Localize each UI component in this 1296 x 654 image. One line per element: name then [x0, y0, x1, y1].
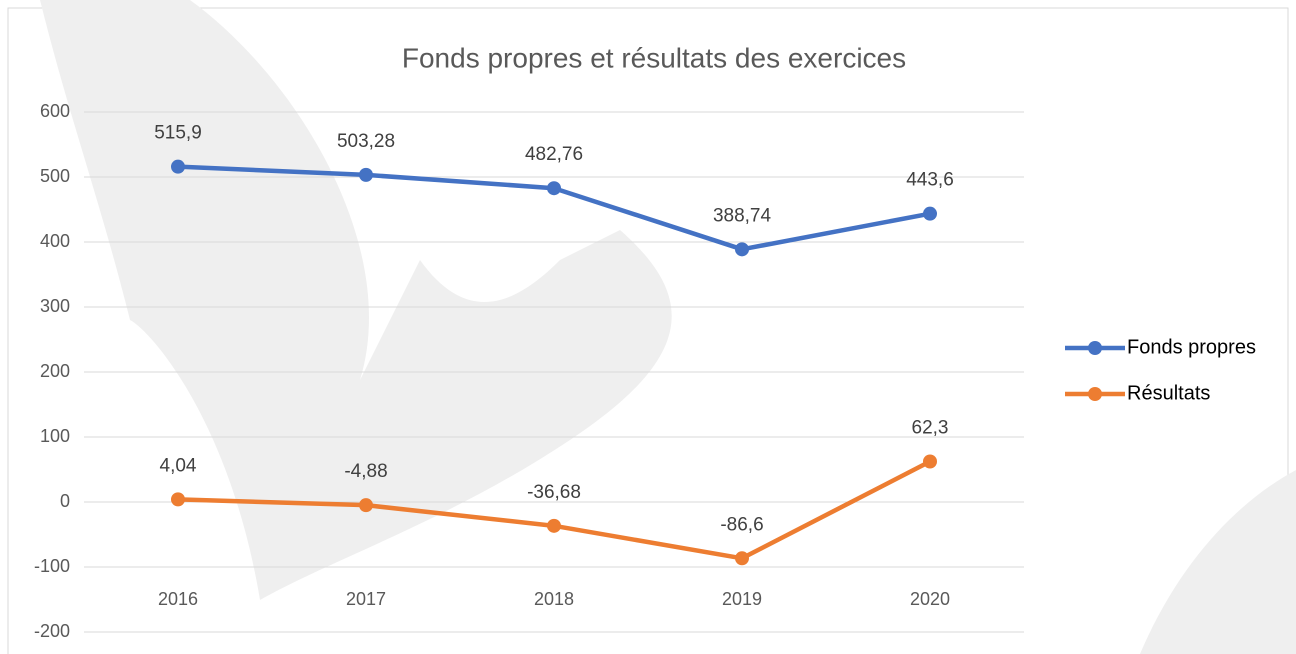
y-tick-label: 500: [40, 166, 70, 186]
data-label: 482,76: [525, 144, 583, 165]
y-tick-label: 100: [40, 426, 70, 446]
data-label: 4,04: [160, 455, 197, 476]
y-tick-label: 600: [40, 101, 70, 121]
x-tick-label: 2017: [346, 589, 386, 609]
x-tick-label: 2020: [910, 589, 950, 609]
data-point: [171, 160, 185, 174]
chart-title: Fonds propres et résultats des exercices: [402, 42, 906, 73]
data-point: [359, 498, 373, 512]
legend-marker: [1088, 341, 1102, 355]
data-label: 503,28: [337, 131, 395, 152]
y-tick-label: 200: [40, 361, 70, 381]
data-label: 388,74: [713, 205, 772, 226]
chart: Fonds propres et résultats des exercices…: [0, 0, 1296, 654]
data-point: [735, 551, 749, 565]
y-tick-label: 0: [60, 491, 70, 511]
y-tick-label: 400: [40, 231, 70, 251]
legend-marker: [1088, 387, 1102, 401]
data-label: -4,88: [344, 461, 387, 482]
data-point: [735, 242, 749, 256]
data-label: -86,6: [720, 514, 763, 535]
data-point: [547, 181, 561, 195]
data-point: [547, 519, 561, 533]
y-tick-label: 300: [40, 296, 70, 316]
data-point: [923, 455, 937, 469]
x-tick-label: 2016: [158, 589, 198, 609]
data-label: 515,9: [154, 123, 202, 144]
data-label: 443,6: [906, 170, 954, 191]
data-point: [359, 168, 373, 182]
data-point: [923, 207, 937, 221]
legend-label: Résultats: [1127, 382, 1210, 404]
y-tick-label: -200: [34, 621, 70, 641]
x-tick-label: 2019: [722, 589, 762, 609]
y-tick-label: -100: [34, 556, 70, 576]
data-point: [171, 492, 185, 506]
legend-label: Fonds propres: [1127, 336, 1256, 358]
x-tick-label: 2018: [534, 589, 574, 609]
data-label: -36,68: [527, 482, 581, 503]
data-label: 62,3: [912, 418, 949, 439]
